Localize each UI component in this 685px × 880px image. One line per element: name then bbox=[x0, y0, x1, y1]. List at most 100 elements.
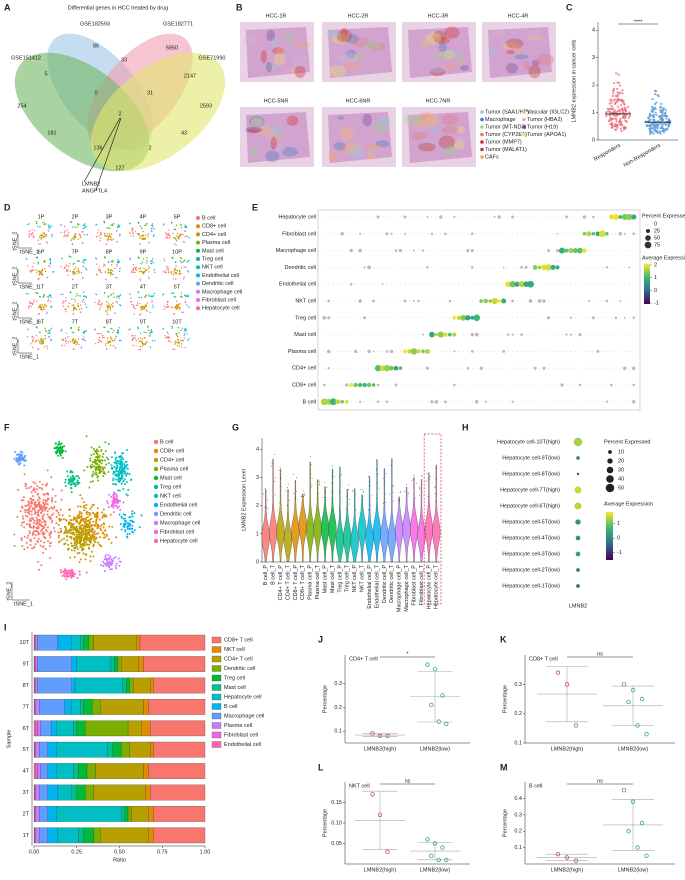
legend-label: 25 bbox=[654, 228, 660, 234]
legend-swatch bbox=[196, 273, 200, 278]
legend-swatch bbox=[153, 502, 159, 508]
tsne-point bbox=[115, 562, 118, 565]
panel-label: F bbox=[4, 422, 10, 432]
tsne-point bbox=[107, 236, 110, 239]
tsne-point bbox=[78, 551, 81, 554]
tsne-point bbox=[43, 268, 46, 270]
tsne-point bbox=[41, 309, 43, 311]
tsne-point bbox=[74, 339, 77, 341]
tsne-point bbox=[74, 340, 77, 343]
tsne-point bbox=[82, 231, 84, 233]
tsne-point bbox=[87, 511, 90, 514]
expression-dot bbox=[506, 333, 510, 336]
tsne-point bbox=[60, 224, 62, 226]
tissue-spot bbox=[528, 35, 546, 40]
outlier bbox=[404, 490, 406, 492]
expression-dot bbox=[430, 400, 434, 404]
expression-dot bbox=[332, 233, 334, 235]
tsne-point bbox=[31, 533, 34, 536]
outlier bbox=[414, 497, 416, 499]
tsne-point bbox=[99, 525, 102, 528]
expression-dot bbox=[458, 401, 460, 403]
outlier bbox=[382, 478, 384, 479]
tsne-point bbox=[33, 487, 36, 490]
tsne-point bbox=[185, 295, 187, 298]
tsne-point bbox=[75, 529, 78, 532]
outlier bbox=[427, 496, 429, 497]
tsne-point bbox=[70, 528, 73, 531]
violin bbox=[283, 489, 293, 563]
tsne-point bbox=[77, 475, 80, 478]
expression-dot bbox=[328, 267, 330, 268]
tsne-point bbox=[176, 344, 179, 347]
tsne-point bbox=[126, 536, 129, 539]
tsne-point bbox=[32, 489, 35, 492]
tsne-point bbox=[107, 261, 110, 264]
expression-dot bbox=[409, 300, 410, 302]
tissue-spot bbox=[326, 29, 340, 37]
expression-dot bbox=[350, 351, 352, 352]
tissue-spot bbox=[335, 54, 348, 62]
bar-segment bbox=[33, 699, 35, 715]
legend-label: CAFs bbox=[485, 154, 499, 160]
tsne-point bbox=[31, 269, 34, 271]
tsne-point bbox=[79, 494, 82, 497]
x-tick-label: 0.00 bbox=[29, 849, 40, 855]
outlier bbox=[419, 488, 420, 490]
tsne-point bbox=[77, 238, 79, 240]
expression-dot bbox=[476, 283, 478, 285]
expression-dot bbox=[327, 366, 330, 370]
expression-dot bbox=[359, 232, 362, 235]
outlier bbox=[390, 464, 392, 466]
tissue-spot bbox=[502, 42, 520, 50]
tsne-point bbox=[70, 256, 72, 258]
bar-segment bbox=[88, 634, 94, 651]
tsne-point bbox=[78, 538, 81, 541]
expression-dot bbox=[543, 283, 545, 285]
legend-label: CD8+ T cell bbox=[224, 637, 253, 643]
expression-dot bbox=[543, 334, 545, 335]
tsne-point bbox=[43, 293, 45, 296]
tsne-point bbox=[187, 260, 189, 262]
tsne-point bbox=[182, 339, 184, 342]
expression-dot bbox=[489, 250, 491, 252]
sample-label: 6T bbox=[38, 319, 45, 325]
expression-dot bbox=[605, 232, 609, 236]
tsne-point bbox=[39, 523, 42, 526]
cell-point bbox=[664, 123, 667, 127]
expression-dot bbox=[610, 351, 612, 352]
venn-set-label: GSE71990 bbox=[199, 55, 226, 61]
tsne-point bbox=[38, 243, 40, 245]
sample-label: HCC-3R bbox=[428, 13, 449, 19]
tsne-point bbox=[42, 232, 44, 234]
tsne-point bbox=[107, 442, 110, 445]
expression-dot bbox=[528, 299, 533, 303]
tsne-point bbox=[123, 517, 126, 520]
outlier bbox=[384, 481, 385, 483]
tsne-point bbox=[98, 455, 101, 458]
tsne-point bbox=[22, 520, 25, 523]
cell-point bbox=[612, 117, 615, 120]
expression-dot bbox=[582, 215, 587, 219]
tsne-point bbox=[171, 222, 173, 224]
expression-dot bbox=[552, 300, 554, 302]
tsne-point bbox=[96, 507, 99, 510]
bar-segment bbox=[37, 763, 41, 779]
expression-dot bbox=[391, 250, 392, 252]
cell-point bbox=[652, 114, 655, 117]
tsne-point bbox=[63, 543, 66, 546]
bar-segment bbox=[33, 827, 35, 844]
tsne-point bbox=[81, 543, 84, 546]
tsne-point bbox=[63, 568, 66, 571]
expression-dot bbox=[422, 283, 424, 285]
tissue-spot bbox=[270, 38, 278, 51]
tsne-point bbox=[80, 347, 82, 349]
tsne-point bbox=[43, 308, 45, 310]
tsne-point bbox=[129, 257, 131, 259]
expression-dot bbox=[355, 401, 357, 403]
tsne-point bbox=[67, 523, 70, 526]
cell-point bbox=[665, 114, 668, 118]
tsne-point bbox=[55, 452, 58, 455]
expression-dot bbox=[628, 351, 630, 352]
cell-point bbox=[652, 125, 655, 128]
